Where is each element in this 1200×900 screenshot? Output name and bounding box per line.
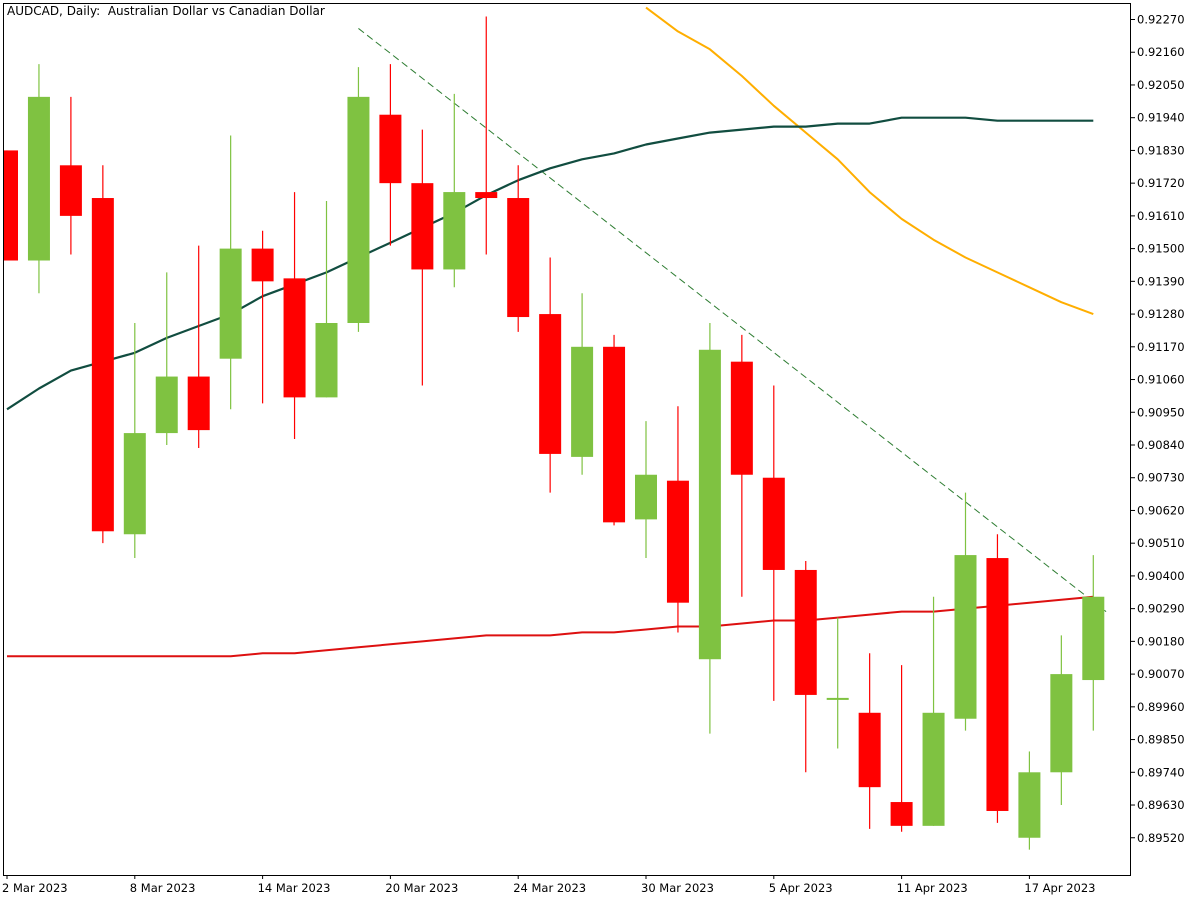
price-tick-label: 0.89850	[1137, 733, 1185, 747]
price-tick-label: 0.91610	[1137, 209, 1185, 223]
candle-bear	[379, 114, 402, 184]
candle-bull	[155, 376, 178, 434]
time-tick-label: 8 Mar 2023	[130, 881, 196, 895]
candle-bear	[59, 165, 82, 216]
moving-average-fast-line	[6, 116, 1094, 411]
time-tick-label: 14 Mar 2023	[258, 881, 331, 895]
candle-bull	[698, 349, 721, 660]
candle-bull	[443, 192, 466, 270]
candle-bull	[27, 96, 50, 261]
candle-bull	[219, 248, 242, 359]
price-tick-label: 0.90290	[1137, 602, 1185, 616]
moving-average-long-line	[7, 595, 1094, 658]
price-axis: 0.92270 0.92160 0.92050 0.91940 0.91830 0.917…	[1130, 13, 1185, 845]
candle-bull	[954, 555, 977, 719]
candle-bull	[347, 96, 370, 323]
price-tick-label: 0.89960	[1137, 700, 1185, 714]
price-tick-label: 0.92160	[1137, 45, 1185, 59]
price-tick-label: 0.91390	[1137, 274, 1185, 288]
candle-bear	[730, 361, 753, 475]
chart-title: AUDCAD, Daily: Australian Dollar vs Cana…	[7, 4, 325, 18]
candle-bull	[315, 322, 338, 398]
price-tick-label: 0.91500	[1137, 242, 1185, 256]
time-tick-label: 5 Apr 2023	[769, 881, 833, 895]
candle-bear	[507, 198, 530, 318]
candles-layer	[4, 16, 1105, 850]
candle-bear	[251, 248, 274, 282]
price-tick-label: 0.91280	[1137, 307, 1185, 321]
price-tick-label: 0.90840	[1137, 438, 1185, 452]
candle-bear	[762, 477, 785, 570]
candle-bear	[890, 802, 913, 826]
price-tick-label: 0.90510	[1137, 536, 1185, 550]
price-tick-label: 0.90180	[1137, 634, 1185, 648]
candle-bear	[858, 712, 881, 788]
time-tick-label: 17 Apr 2023	[1024, 881, 1095, 895]
candle-bear	[187, 376, 210, 431]
price-tick-label: 0.91830	[1137, 143, 1185, 157]
trendline-layer	[358, 28, 1107, 613]
candle-bear	[4, 150, 18, 261]
candle-bear	[475, 192, 498, 199]
moving-average-layer	[6, 6, 1094, 658]
candle-bear	[794, 569, 817, 695]
candle-bull	[635, 474, 657, 520]
price-tick-label: 0.90950	[1137, 405, 1185, 419]
time-tick-label: 2 Mar 2023	[2, 881, 68, 895]
time-tick-label: 20 Mar 2023	[385, 881, 458, 895]
candle-bear	[603, 346, 626, 523]
price-tick-label: 0.90070	[1137, 667, 1185, 681]
candle-bear	[986, 558, 1009, 811]
candle-bear	[666, 480, 689, 603]
candle-bull	[922, 712, 945, 826]
candle-bull	[1050, 674, 1073, 773]
price-tick-label: 0.92050	[1137, 78, 1185, 92]
time-tick-label: 24 Mar 2023	[513, 881, 586, 895]
price-tick-label: 0.91170	[1137, 340, 1185, 354]
time-axis: 2 Mar 2023 8 Mar 2023 14 Mar 2023 20 Mar 20…	[2, 875, 1096, 895]
candle-bear	[283, 278, 306, 398]
candle-bear	[539, 314, 562, 454]
price-tick-label: 0.90730	[1137, 471, 1185, 485]
price-tick-label: 0.91720	[1137, 176, 1185, 190]
price-tick-label: 0.91940	[1137, 111, 1185, 125]
moving-average-slow-line	[645, 6, 1094, 316]
price-tick-label: 0.90400	[1137, 569, 1185, 583]
candle-bear	[91, 198, 114, 532]
price-tick-label: 0.92270	[1137, 13, 1185, 27]
trendline	[358, 28, 1107, 613]
price-tick-label: 0.89740	[1137, 765, 1185, 779]
candle-bull	[826, 697, 849, 700]
plot-area	[3, 3, 1131, 876]
price-tick-label: 0.91060	[1137, 373, 1185, 387]
candle-bull	[1018, 772, 1041, 838]
price-tick-label: 0.89520	[1137, 831, 1185, 845]
price-tick-label: 0.90620	[1137, 503, 1185, 517]
price-tick-label: 0.89630	[1137, 798, 1185, 812]
candle-bull	[1082, 596, 1105, 681]
time-tick-label: 11 Apr 2023	[897, 881, 968, 895]
time-tick-label: 30 Mar 2023	[641, 881, 714, 895]
candle-bull	[123, 433, 146, 535]
candle-bull	[571, 346, 594, 457]
candle-bear	[411, 183, 434, 270]
